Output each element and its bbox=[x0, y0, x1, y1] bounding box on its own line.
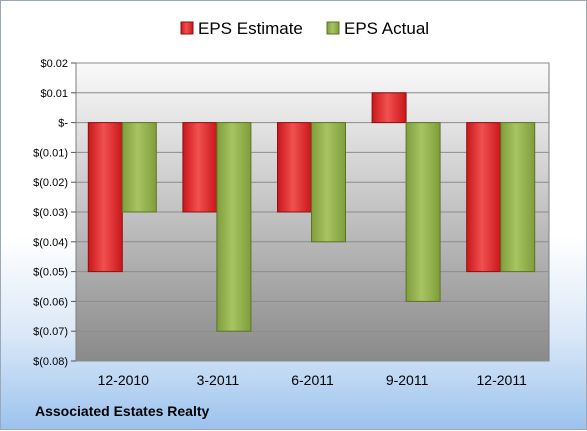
y-tick-label: $- bbox=[58, 118, 68, 130]
y-tick-label: $(0.07) bbox=[33, 326, 68, 338]
x-tick-label: 6-2011 bbox=[291, 372, 334, 388]
estimate-bar bbox=[371, 92, 407, 124]
actual-bar bbox=[500, 122, 536, 273]
y-tick-label: $0.02 bbox=[40, 58, 68, 70]
actual-bar bbox=[216, 122, 252, 332]
bars bbox=[87, 92, 536, 332]
x-tick-label: 12-2010 bbox=[98, 372, 150, 388]
estimate-bar bbox=[466, 122, 502, 273]
legend: EPS Estimate EPS Actual bbox=[180, 19, 429, 38]
estimate-bar bbox=[87, 122, 123, 273]
x-axis-ticks: 12-2010 3-2011 6-2011 9-2011 12-2011 bbox=[98, 372, 527, 388]
actual-bar bbox=[311, 122, 346, 243]
estimate-bar bbox=[277, 122, 312, 213]
estimate-bar bbox=[182, 122, 218, 213]
y-tick-label: $(0.01) bbox=[33, 147, 68, 159]
legend-label-actual: EPS Actual bbox=[344, 19, 429, 38]
legend-swatch-actual bbox=[326, 21, 340, 35]
y-tick-label: $(0.04) bbox=[33, 237, 68, 249]
y-tick-label: $(0.06) bbox=[33, 296, 68, 308]
y-tick-label: $(0.02) bbox=[33, 177, 68, 189]
legend-label-estimate: EPS Estimate bbox=[198, 19, 303, 38]
company-name: Associated Estates Realty bbox=[35, 403, 210, 419]
y-tick-label: $(0.03) bbox=[33, 207, 68, 219]
actual-bar bbox=[405, 122, 441, 302]
x-tick-label: 9-2011 bbox=[386, 372, 429, 388]
y-axis-ticks: $0.02 $0.01 $- $(0.01) $(0.02) $(0.03) $(0.04)… bbox=[33, 58, 76, 368]
legend-swatch-estimate bbox=[180, 21, 194, 35]
y-tick-label: $(0.08) bbox=[33, 356, 68, 368]
x-tick-label: 3-2011 bbox=[197, 372, 240, 388]
actual-bar bbox=[121, 122, 157, 213]
y-tick-label: $(0.05) bbox=[33, 267, 68, 279]
y-tick-label: $0.01 bbox=[40, 88, 68, 100]
x-tick-label: 12-2011 bbox=[477, 372, 528, 388]
